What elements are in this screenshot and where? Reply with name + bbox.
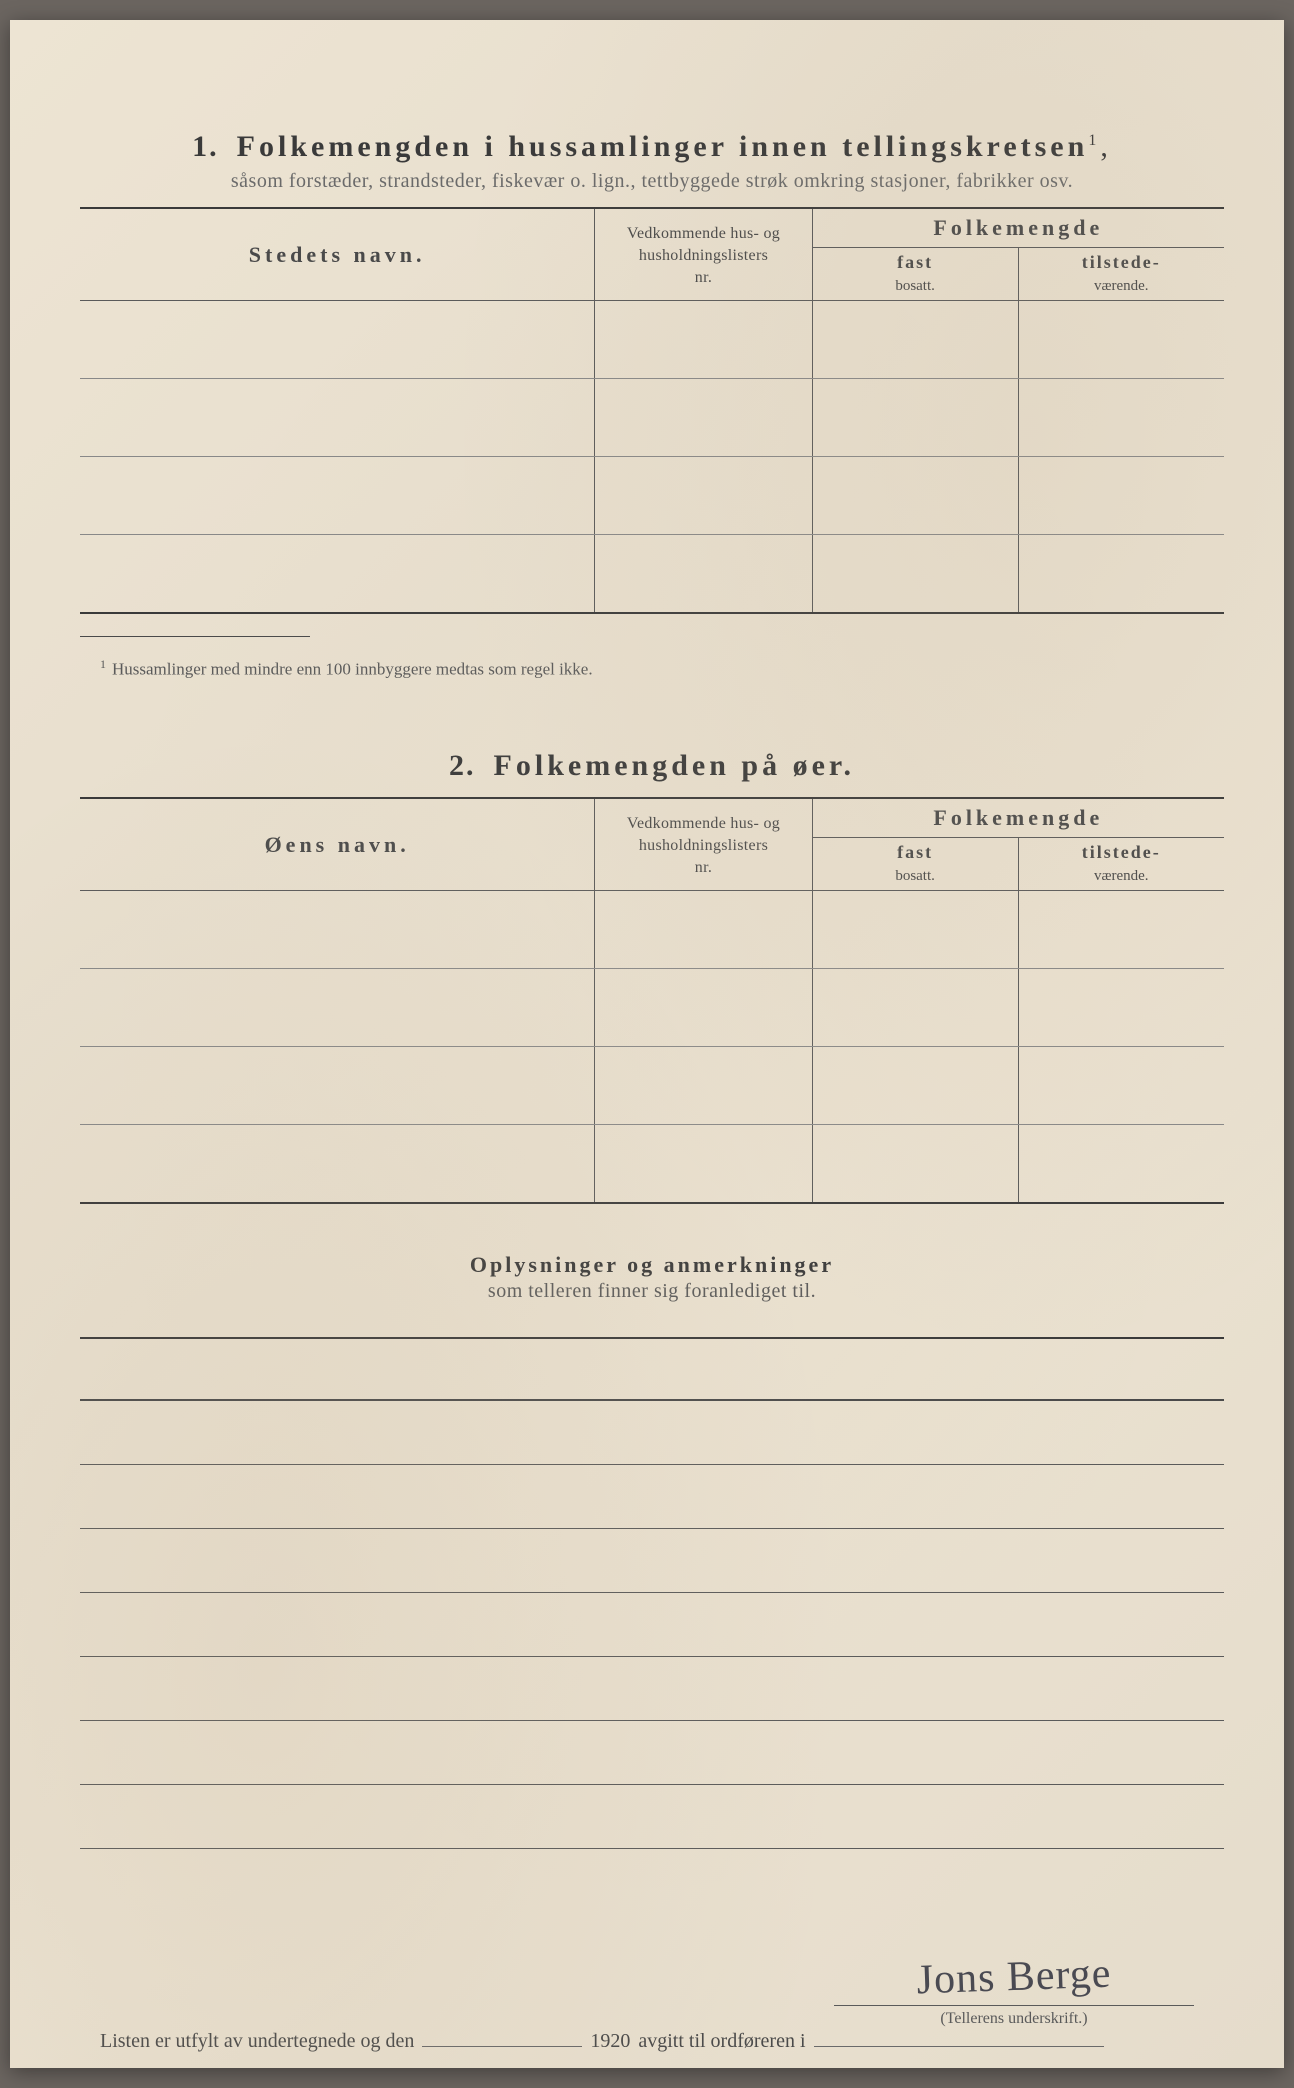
section2-table: Øens navn. Vedkommende hus- og husholdni…: [80, 797, 1224, 1204]
cell-name[interactable]: [80, 969, 595, 1047]
writing-line[interactable]: [80, 1721, 1224, 1785]
cell-tilstede[interactable]: [1018, 301, 1224, 379]
bottom-prefix: Listen er utfylt av undertegnede og den: [100, 2030, 414, 2053]
table-row: [80, 301, 1224, 379]
date-blank[interactable]: [422, 2029, 582, 2047]
section-2: 2. Folkemengden på øer. Øens navn. Vedkom…: [80, 749, 1224, 1204]
writing-line[interactable]: [80, 1529, 1224, 1593]
section1-number: 1.: [192, 130, 219, 163]
cell-fast[interactable]: [812, 1047, 1018, 1125]
table-row: [80, 1047, 1224, 1125]
table-row: [80, 1125, 1224, 1203]
section3-title: Oplysninger og anmerkninger: [80, 1252, 1224, 1278]
section-1: 1. Folkemengden i hussamlinger innen tell…: [80, 130, 1224, 679]
section3-subtitle: som telleren finner sig foranlediget til…: [80, 1280, 1224, 1303]
section-3: Oplysninger og anmerkninger som telleren…: [80, 1252, 1224, 1849]
section1-rows: [80, 301, 1224, 613]
census-form-page: 1. Folkemengden i hussamlinger innen tell…: [10, 20, 1284, 2068]
col-header-tilstede: tilstede- værende.: [1018, 838, 1224, 891]
section1-table: Stedets navn. Vedkommende hus- og hushol…: [80, 207, 1224, 614]
col-header-population: Folkemengde: [812, 798, 1224, 838]
bottom-statement: Listen er utfylt av undertegnede og den …: [80, 2029, 1224, 2053]
bottom-year: 1920: [590, 2030, 630, 2053]
cell-name[interactable]: [80, 535, 595, 613]
col-header-name: Stedets navn.: [80, 208, 595, 301]
section2-title-text: Folkemengden på øer.: [494, 749, 855, 782]
cell-name[interactable]: [80, 1047, 595, 1125]
cell-tilstede[interactable]: [1018, 1125, 1224, 1203]
bottom-suffix: avgitt til ordføreren i: [638, 2030, 805, 2053]
section1-title-suffix: ,: [1100, 130, 1112, 163]
cell-fast[interactable]: [812, 891, 1018, 969]
col-header-name: Øens navn.: [80, 798, 595, 891]
cell-ref[interactable]: [595, 379, 812, 457]
cell-fast[interactable]: [812, 301, 1018, 379]
col-header-population: Folkemengde: [812, 208, 1224, 248]
section2-number: 2.: [449, 749, 476, 782]
cell-tilstede[interactable]: [1018, 457, 1224, 535]
cell-fast[interactable]: [812, 1125, 1018, 1203]
section1-subtitle: såsom forstæder, strandsteder, fiskevær …: [80, 170, 1224, 193]
cell-tilstede[interactable]: [1018, 535, 1224, 613]
cell-tilstede[interactable]: [1018, 969, 1224, 1047]
cell-name[interactable]: [80, 891, 595, 969]
writing-line[interactable]: [80, 1401, 1224, 1465]
section1-footnote: 1Hussamlinger med mindre enn 100 innbygg…: [80, 657, 1224, 680]
cell-tilstede[interactable]: [1018, 1047, 1224, 1125]
cell-name[interactable]: [80, 301, 595, 379]
cell-fast[interactable]: [812, 969, 1018, 1047]
cell-tilstede[interactable]: [1018, 891, 1224, 969]
col-header-fast: fast bosatt.: [812, 248, 1018, 301]
cell-ref[interactable]: [595, 1125, 812, 1203]
table-row: [80, 891, 1224, 969]
col-header-ref: Vedkommende hus- og husholdningslisters …: [595, 798, 812, 891]
section2-rows: [80, 891, 1224, 1203]
cell-fast[interactable]: [812, 379, 1018, 457]
writing-line[interactable]: [80, 1465, 1224, 1529]
ordforer-blank[interactable]: [814, 2029, 1104, 2047]
writing-line[interactable]: [80, 1785, 1224, 1849]
signature-block: Jons Berge (Tellerens underskrift.): [834, 1953, 1194, 2028]
footnote-divider: [80, 636, 310, 637]
cell-tilstede[interactable]: [1018, 379, 1224, 457]
cell-fast[interactable]: [812, 535, 1018, 613]
cell-name[interactable]: [80, 1125, 595, 1203]
cell-name[interactable]: [80, 457, 595, 535]
cell-fast[interactable]: [812, 457, 1018, 535]
cell-ref[interactable]: [595, 301, 812, 379]
handwritten-signature: Jons Berge: [833, 1947, 1194, 2008]
section1-footnote-ref: 1: [1088, 132, 1100, 149]
section3-lines: [80, 1337, 1224, 1849]
cell-ref[interactable]: [595, 891, 812, 969]
col-header-tilstede: tilstede- værende.: [1018, 248, 1224, 301]
cell-ref[interactable]: [595, 535, 812, 613]
writing-line[interactable]: [80, 1657, 1224, 1721]
section2-title: 2. Folkemengden på øer.: [80, 749, 1224, 783]
table-row: [80, 457, 1224, 535]
cell-ref[interactable]: [595, 969, 812, 1047]
col-header-ref: Vedkommende hus- og husholdningslisters …: [595, 208, 812, 301]
table-row: [80, 379, 1224, 457]
signature-label: (Tellerens underskrift.): [834, 2010, 1194, 2028]
section1-title: 1. Folkemengden i hussamlinger innen tell…: [80, 130, 1224, 164]
section1-title-text: Folkemengden i hussamlinger innen tellin…: [237, 130, 1089, 163]
cell-name[interactable]: [80, 379, 595, 457]
writing-line[interactable]: [80, 1593, 1224, 1657]
cell-ref[interactable]: [595, 457, 812, 535]
table-row: [80, 535, 1224, 613]
table-row: [80, 969, 1224, 1047]
writing-line[interactable]: [80, 1337, 1224, 1401]
cell-ref[interactable]: [595, 1047, 812, 1125]
col-header-fast: fast bosatt.: [812, 838, 1018, 891]
